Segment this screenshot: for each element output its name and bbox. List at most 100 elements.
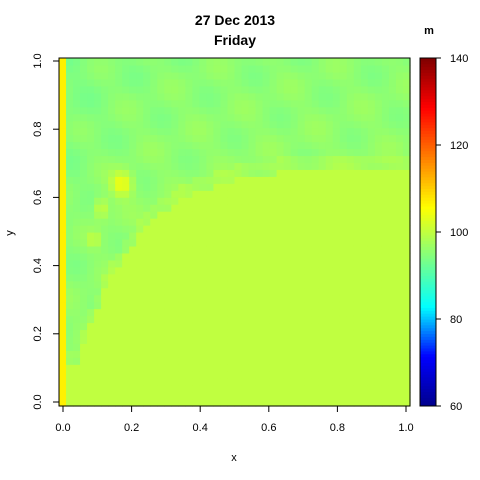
heatmap-cell	[283, 64, 292, 73]
heatmap-cell	[283, 232, 292, 240]
heatmap-cell	[234, 183, 243, 191]
heatmap-cell	[234, 301, 243, 310]
heatmap-cell	[339, 232, 348, 240]
heatmap-cell	[402, 176, 411, 184]
heatmap-cell	[87, 232, 95, 240]
heatmap-cell	[339, 357, 348, 365]
heatmap-cell	[241, 336, 250, 344]
heatmap-cell	[143, 315, 151, 324]
heatmap-cell	[66, 218, 74, 226]
heatmap-cell	[325, 141, 334, 150]
heatmap-cell	[80, 169, 88, 177]
heatmap-cell	[360, 134, 369, 143]
heatmap-cell	[297, 266, 306, 275]
heatmap-cell	[143, 399, 151, 407]
heatmap-cell	[234, 399, 243, 407]
heatmap-cell	[206, 357, 215, 365]
heatmap-cell	[395, 322, 404, 331]
heatmap-cell	[199, 183, 208, 191]
heatmap-cell	[206, 350, 215, 358]
heatmap-cell	[171, 197, 179, 205]
heatmap-cell	[206, 113, 215, 122]
heatmap-cell	[241, 120, 250, 129]
heatmap-cell	[248, 329, 257, 337]
heatmap-cell	[101, 245, 109, 254]
heatmap-cell	[325, 329, 334, 337]
heatmap-cell	[129, 190, 137, 198]
heatmap-cell	[213, 399, 222, 407]
heatmap-cell	[325, 294, 334, 303]
heatmap-cell	[283, 392, 292, 400]
heatmap-cell	[171, 155, 179, 163]
heatmap-cell	[339, 364, 348, 372]
heatmap-cell	[213, 204, 222, 212]
heatmap-cell	[150, 329, 158, 337]
heatmap-cell	[388, 58, 397, 66]
heatmap-cell	[283, 71, 292, 80]
heatmap-cell	[171, 64, 179, 73]
heatmap-cell	[318, 71, 327, 80]
heatmap-cell	[402, 238, 411, 247]
heatmap-cell	[115, 162, 123, 170]
heatmap-cell	[374, 113, 383, 122]
heatmap-cell	[388, 183, 397, 191]
heatmap-cell	[276, 350, 285, 358]
heatmap-cell	[87, 315, 95, 324]
heatmap-cell	[199, 308, 208, 317]
heatmap-cell	[402, 308, 411, 317]
heatmap-cell	[262, 92, 271, 101]
heatmap-cell	[332, 343, 341, 351]
heatmap-cell	[73, 266, 81, 275]
heatmap-cell	[108, 392, 116, 400]
heatmap-cell	[199, 155, 208, 163]
heatmap-cell	[262, 183, 271, 191]
heatmap-cell	[290, 162, 299, 170]
heatmap-cell	[185, 399, 193, 407]
heatmap-cell	[94, 225, 102, 233]
heatmap-cell	[101, 99, 109, 108]
heatmap-cell	[262, 301, 271, 310]
heatmap-cell	[59, 197, 67, 205]
heatmap-cell	[402, 245, 411, 254]
heatmap-cell	[269, 364, 278, 372]
heatmap-cell	[171, 392, 179, 400]
heatmap-cell	[129, 399, 137, 407]
heatmap-cell	[73, 385, 81, 393]
heatmap-cell	[150, 183, 158, 191]
heatmap-cell	[374, 399, 383, 407]
heatmap-cell	[206, 64, 215, 73]
heatmap-cell	[157, 399, 165, 407]
heatmap-cell	[192, 364, 200, 372]
heatmap-cell	[129, 176, 137, 184]
heatmap-cell	[178, 259, 186, 268]
heatmap-cell	[311, 385, 320, 393]
heatmap-cell	[234, 211, 243, 219]
heatmap-cell	[297, 92, 306, 101]
heatmap-cell	[157, 378, 165, 386]
heatmap-cell	[143, 155, 151, 163]
heatmap-cell	[178, 71, 186, 80]
heatmap-cell	[241, 357, 250, 365]
heatmap-cell	[304, 350, 313, 358]
heatmap-cell	[255, 113, 264, 122]
heatmap-cell	[395, 364, 404, 372]
heatmap-cell	[143, 225, 151, 233]
heatmap-cell	[311, 399, 320, 407]
heatmap-cell	[164, 64, 172, 73]
heatmap-cell	[269, 287, 278, 296]
heatmap-cell	[339, 378, 348, 386]
heatmap-cell	[206, 378, 215, 386]
heatmap-cell	[206, 58, 215, 66]
heatmap-cell	[87, 169, 95, 177]
heatmap-cell	[311, 127, 320, 136]
heatmap-cell	[185, 252, 193, 261]
heatmap-cell	[220, 120, 229, 129]
heatmap-cell	[360, 357, 369, 365]
colorbar-segment	[420, 87, 436, 91]
heatmap-cell	[178, 64, 186, 73]
heatmap-cell	[206, 371, 215, 379]
heatmap-cell	[115, 85, 123, 94]
heatmap-cell	[297, 273, 306, 282]
heatmap-cell	[346, 120, 355, 129]
heatmap-cell	[402, 218, 411, 226]
